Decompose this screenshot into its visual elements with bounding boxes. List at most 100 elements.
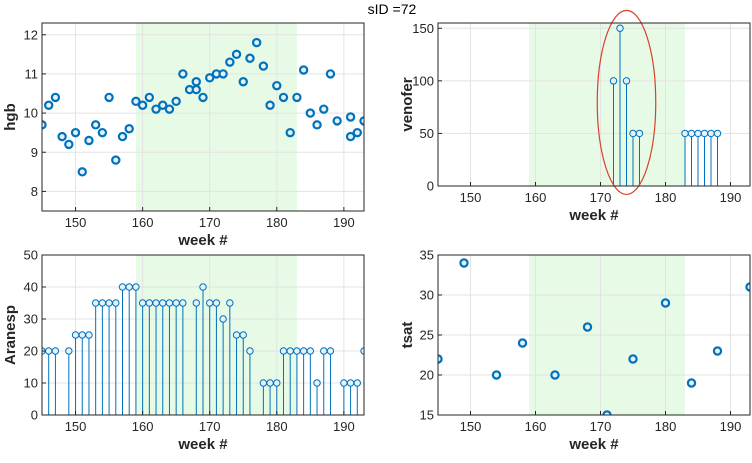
aranesp-stem-marker (206, 299, 214, 307)
hgb-data-point (225, 57, 235, 67)
hgb-data-point (164, 104, 175, 114)
venofer-stem-marker (622, 77, 631, 85)
aranesp-stem-marker (159, 299, 167, 307)
hgb-y-tick-label: 8 (31, 184, 38, 199)
hgb-data-point (104, 92, 114, 103)
aranesp-stem-marker (326, 347, 335, 355)
hgb-data-point (191, 84, 201, 95)
aranesp-x-tick-label: 180 (266, 419, 288, 434)
tsat-data-point (550, 370, 560, 380)
hgb-data-point (305, 108, 316, 118)
hgb-data-point (144, 92, 155, 103)
tsat-data-point (628, 354, 638, 364)
aranesp-stem-marker (353, 379, 361, 387)
tsat-data-point (491, 370, 502, 380)
aranesp-x-tick-label: 190 (333, 419, 355, 434)
venofer-stem-marker (694, 129, 702, 138)
aranesp-stem-marker (212, 299, 221, 307)
venofer-stem-marker (707, 129, 715, 138)
aranesp-stem-marker (78, 331, 86, 339)
aranesp-stem-marker (125, 283, 133, 291)
hgb-data-point (205, 73, 215, 83)
hgb-series (42, 37, 364, 177)
hgb-data-point (90, 120, 101, 130)
hgb-data-point (57, 131, 67, 142)
aranesp-stem-marker (286, 347, 294, 355)
hgb-x-axis-label: week # (177, 232, 228, 249)
venofer-stem-marker (629, 129, 637, 138)
tsat-x-tick-label: 170 (590, 419, 612, 434)
tsat-data-point (686, 378, 697, 388)
venofer-highlight-ellipse (596, 9, 657, 196)
aranesp-series (42, 283, 364, 415)
aranesp-y-axis-label: Aranesp (2, 305, 19, 365)
tsat-y-tick-label: 30 (420, 288, 434, 303)
venofer-stem-marker (687, 129, 696, 138)
aranesp-y-tick-label: 10 (24, 376, 38, 391)
tsat-data-point (745, 282, 750, 292)
aranesp-stem-marker (226, 299, 234, 307)
aranesp-stem-marker (105, 299, 113, 307)
venofer-axes: 150 160 170 180 190 0 50 100 150 week # venofer (399, 9, 751, 224)
tsat-data-point (712, 346, 723, 356)
aranesp-stem-marker (219, 315, 227, 323)
hgb-data-point (332, 116, 342, 126)
hgb-data-point (50, 92, 61, 103)
hgb-data-point (265, 100, 275, 110)
hgb-data-point (70, 127, 81, 138)
hgb-data-point (97, 127, 108, 138)
hgb-data-point (285, 127, 295, 138)
aranesp-stem-marker (98, 299, 107, 307)
venofer-stem-marker (635, 129, 644, 138)
aranesp-stem-marker (165, 299, 174, 307)
aranesp-stem-marker (118, 283, 127, 291)
aranesp-x-tick-label: 160 (132, 419, 154, 434)
tsat-data-point (582, 322, 593, 332)
hgb-y-tick-label: 9 (31, 145, 38, 160)
hgb-data-point (258, 61, 269, 71)
hgb-data-point (158, 100, 168, 110)
hgb-data-point (272, 80, 282, 91)
aranesp-axes: 150 160 170 180 190 0 10 20 30 40 50 week # Aranesp (2, 248, 365, 453)
tsat-y-tick-label: 20 (420, 368, 434, 383)
aranesp-stem-marker (45, 347, 53, 355)
aranesp-x-axis-label: week # (177, 436, 228, 453)
hgb-data-point (325, 69, 336, 79)
hgb-data-point (292, 92, 302, 103)
aranesp-stem-marker (273, 379, 281, 387)
hgb-data-point (111, 155, 121, 165)
tsat-data-point (660, 298, 671, 308)
venofer-y-tick-label: 0 (427, 179, 434, 194)
hgb-data-point (251, 37, 262, 48)
aranesp-y-tick-label: 30 (24, 312, 38, 327)
venofer-stem-marker (713, 129, 722, 138)
venofer-shaded-region (529, 23, 685, 186)
aranesp-stem-marker (306, 347, 315, 355)
aranesp-y-tick-label: 50 (24, 248, 38, 263)
hgb-axes-box (41, 22, 365, 212)
aranesp-stem-marker (51, 347, 60, 355)
hgb-x-tick-label: 170 (199, 215, 221, 230)
aranesp-stem-marker (112, 299, 120, 307)
hgb-data-point (131, 96, 141, 107)
hgb-x-tick-label: 190 (333, 215, 355, 230)
aranesp-x-tick-label: 170 (199, 419, 221, 434)
tsat-y-tick-label: 35 (420, 248, 434, 263)
aranesp-x-tick-label: 150 (65, 419, 87, 434)
aranesp-stem-marker (340, 379, 348, 387)
hgb-data-point (218, 69, 228, 79)
aranesp-stem-marker (320, 347, 328, 355)
hgb-data-point (278, 92, 289, 103)
hgb-data-point (171, 96, 181, 107)
venofer-x-axis-label: week # (568, 207, 619, 224)
hgb-data-point (298, 65, 309, 75)
aranesp-stem-marker (91, 299, 100, 307)
tsat-x-tick-label: 180 (655, 419, 677, 434)
aranesp-axes-box (41, 254, 365, 416)
venofer-series (609, 24, 722, 186)
hgb-data-point (312, 120, 322, 130)
aranesp-stem-marker (246, 347, 254, 355)
aranesp-stem-marker (259, 379, 268, 387)
hgb-y-tick-label: 11 (25, 66, 39, 81)
hgb-data-point (77, 167, 87, 177)
